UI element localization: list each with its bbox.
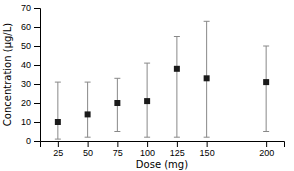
y-tick: 60 bbox=[21, 22, 40, 32]
point bbox=[114, 100, 120, 106]
x-tick: 100 bbox=[140, 141, 155, 158]
error-cap-upper bbox=[263, 46, 269, 47]
x-tick-label: 150 bbox=[200, 148, 215, 158]
y-axis-line bbox=[34, 9, 41, 142]
point bbox=[55, 119, 61, 125]
error-bar bbox=[85, 82, 91, 137]
x-tick: 150 bbox=[200, 141, 215, 158]
y-tick-mark bbox=[34, 122, 40, 123]
y-tick-label: 0 bbox=[26, 136, 31, 146]
point bbox=[174, 66, 180, 72]
error-bar bbox=[263, 46, 269, 132]
error-bar bbox=[174, 37, 180, 138]
y-tick: 40 bbox=[21, 60, 40, 70]
error-cap-lower bbox=[55, 139, 61, 140]
error-cap-lower bbox=[144, 137, 150, 138]
error-line bbox=[87, 82, 88, 137]
chart: 25 50 75 100 125 150 200 0 10 20 30 40 50 60 70 Dose (m… bbox=[0, 0, 294, 171]
x-tick-mark bbox=[58, 141, 59, 147]
x-tick: 25 bbox=[53, 141, 63, 158]
y-tick-mark bbox=[34, 141, 40, 142]
x-tick: 50 bbox=[83, 141, 93, 158]
point bbox=[144, 98, 150, 104]
x-axis-line bbox=[41, 142, 285, 148]
y-tick-label: 30 bbox=[21, 79, 31, 89]
y-tick: 0 bbox=[26, 136, 40, 146]
error-cap-upper bbox=[55, 82, 61, 83]
point bbox=[204, 75, 210, 81]
y-tick-label: 60 bbox=[21, 22, 31, 32]
error-cap-upper bbox=[144, 63, 150, 64]
x-tick: 200 bbox=[259, 141, 274, 158]
x-tick: 125 bbox=[170, 141, 185, 158]
x-tick-label: 125 bbox=[170, 148, 185, 158]
x-tick-label: 100 bbox=[140, 148, 155, 158]
plot: 25 50 75 100 125 150 200 0 10 20 30 40 50 60 70 Dose (m… bbox=[2, 3, 285, 170]
x-axis: 25 50 75 100 125 150 200 bbox=[41, 141, 285, 158]
y-axis-title: Concentration (μg/L) bbox=[2, 23, 13, 126]
y-tick-label: 20 bbox=[21, 98, 31, 108]
error-cap-lower bbox=[174, 137, 180, 138]
x-tick: 75 bbox=[113, 141, 123, 158]
x-tick-mark bbox=[147, 141, 148, 147]
y-tick: 20 bbox=[21, 98, 40, 108]
x-tick-mark bbox=[88, 141, 89, 147]
error-cap-upper bbox=[174, 36, 180, 37]
error-cap-upper bbox=[85, 82, 91, 83]
y-tick-label: 70 bbox=[21, 3, 31, 13]
x-tick-label: 25 bbox=[53, 148, 63, 158]
error-cap-lower bbox=[263, 131, 269, 132]
y-tick-mark bbox=[34, 65, 40, 66]
error-cap-lower bbox=[85, 137, 91, 138]
error-cap-upper bbox=[204, 21, 210, 22]
error-bar bbox=[204, 21, 210, 137]
error-cap-upper bbox=[114, 78, 120, 79]
y-tick-mark bbox=[34, 103, 40, 104]
y-tick-mark bbox=[34, 8, 40, 9]
error-bar bbox=[55, 82, 61, 139]
y-tick-mark bbox=[34, 84, 40, 85]
x-tick-label: 50 bbox=[83, 148, 93, 158]
y-tick: 50 bbox=[21, 41, 40, 51]
x-tick-mark bbox=[177, 141, 178, 147]
error-cap-lower bbox=[114, 131, 120, 132]
x-tick-mark bbox=[117, 141, 118, 147]
marks bbox=[55, 21, 269, 139]
error-cap-lower bbox=[204, 137, 210, 138]
y-axis: 0 10 20 30 40 50 60 70 bbox=[21, 3, 41, 146]
point bbox=[85, 111, 91, 117]
y-tick-mark bbox=[34, 46, 40, 47]
x-tick-label: 75 bbox=[113, 148, 123, 158]
x-axis-title: Dose (mg) bbox=[136, 159, 188, 170]
error-line bbox=[266, 46, 267, 132]
y-tick: 70 bbox=[21, 3, 40, 13]
y-tick-label: 10 bbox=[21, 117, 31, 127]
x-tick-mark bbox=[207, 141, 208, 147]
y-tick-mark bbox=[34, 27, 40, 28]
point bbox=[263, 79, 269, 85]
error-bar bbox=[144, 63, 150, 137]
y-tick: 30 bbox=[21, 79, 40, 89]
y-tick: 10 bbox=[21, 117, 40, 127]
y-tick-label: 50 bbox=[21, 41, 31, 51]
error-bar bbox=[114, 78, 120, 131]
y-tick-label: 40 bbox=[21, 60, 31, 70]
x-tick-label: 200 bbox=[259, 148, 274, 158]
x-tick-mark bbox=[266, 141, 267, 147]
error-line bbox=[176, 37, 177, 138]
error-line bbox=[57, 82, 58, 139]
